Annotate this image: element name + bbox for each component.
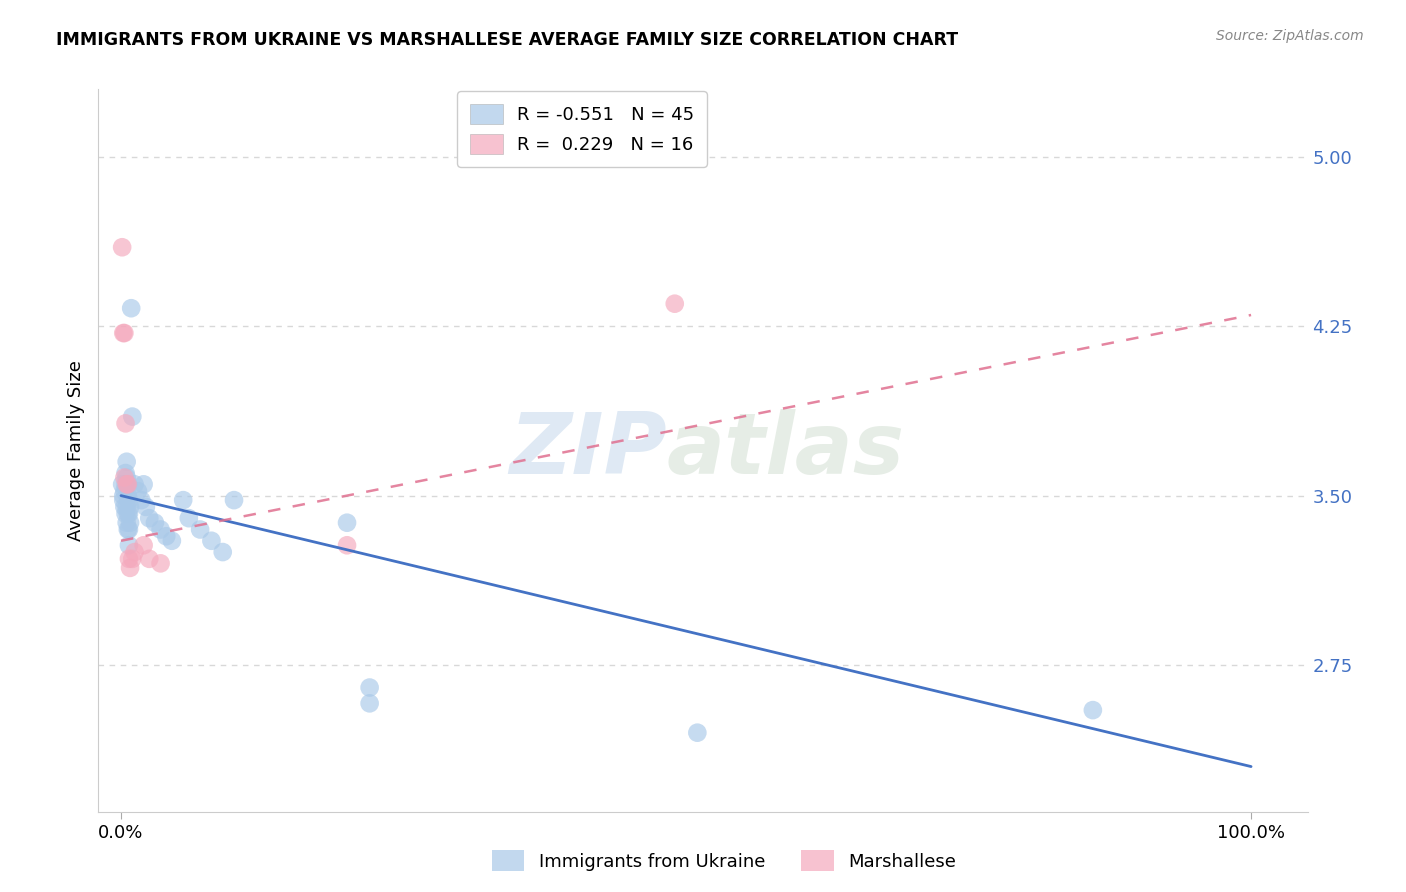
- Point: [177, 511, 200, 525]
- Point: [686, 725, 709, 739]
- Legend: R = -0.551   N = 45, R =  0.229   N = 16: R = -0.551 N = 45, R = 0.229 N = 16: [457, 91, 707, 167]
- Point: [160, 533, 183, 548]
- Y-axis label: Average Family Size: Average Family Size: [66, 360, 84, 541]
- Point: [114, 477, 136, 491]
- Point: [138, 551, 160, 566]
- Point: [222, 493, 245, 508]
- Point: [120, 301, 142, 316]
- Point: [115, 516, 138, 530]
- Point: [117, 489, 139, 503]
- Point: [117, 523, 139, 537]
- Point: [115, 455, 138, 469]
- Point: [111, 477, 134, 491]
- Point: [112, 489, 135, 503]
- Point: [112, 326, 135, 340]
- Point: [112, 500, 135, 514]
- Point: [132, 477, 155, 491]
- Point: [211, 545, 233, 559]
- Point: [115, 500, 138, 514]
- Point: [359, 681, 381, 695]
- Text: Source: ZipAtlas.com: Source: ZipAtlas.com: [1216, 29, 1364, 43]
- Point: [118, 523, 141, 537]
- Point: [131, 493, 153, 508]
- Point: [188, 523, 211, 537]
- Point: [132, 538, 155, 552]
- Point: [336, 516, 359, 530]
- Text: atlas: atlas: [666, 409, 905, 492]
- Point: [118, 538, 141, 552]
- Point: [172, 493, 194, 508]
- Point: [115, 477, 138, 491]
- Point: [112, 493, 135, 508]
- Point: [115, 470, 138, 484]
- Point: [117, 477, 139, 491]
- Point: [120, 500, 142, 514]
- Point: [359, 696, 381, 710]
- Point: [112, 470, 135, 484]
- Text: IMMIGRANTS FROM UKRAINE VS MARSHALLESE AVERAGE FAMILY SIZE CORRELATION CHART: IMMIGRANTS FROM UKRAINE VS MARSHALLESE A…: [56, 31, 959, 49]
- Point: [118, 507, 141, 521]
- Point: [112, 326, 135, 340]
- Point: [114, 417, 136, 431]
- Point: [118, 551, 141, 566]
- Text: ZIP: ZIP: [509, 409, 666, 492]
- Point: [155, 529, 177, 543]
- Point: [117, 477, 139, 491]
- Point: [1081, 703, 1104, 717]
- Point: [135, 500, 157, 514]
- Point: [111, 240, 134, 254]
- Legend: Immigrants from Ukraine, Marshallese: Immigrants from Ukraine, Marshallese: [485, 843, 963, 879]
- Point: [114, 507, 136, 521]
- Point: [121, 551, 143, 566]
- Point: [138, 511, 160, 525]
- Point: [120, 516, 142, 530]
- Point: [117, 507, 139, 521]
- Point: [121, 409, 143, 424]
- Point: [664, 296, 686, 310]
- Point: [118, 493, 141, 508]
- Point: [120, 561, 142, 575]
- Point: [127, 484, 149, 499]
- Point: [124, 545, 146, 559]
- Point: [149, 557, 172, 571]
- Point: [143, 516, 166, 530]
- Point: [112, 484, 135, 499]
- Point: [124, 477, 146, 491]
- Point: [114, 466, 136, 480]
- Point: [336, 538, 359, 552]
- Point: [149, 523, 172, 537]
- Point: [200, 533, 222, 548]
